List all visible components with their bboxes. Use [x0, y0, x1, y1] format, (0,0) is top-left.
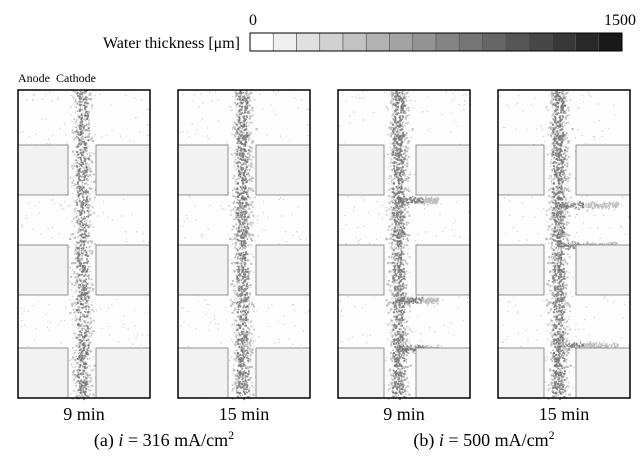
colorbar-cell [528, 32, 553, 52]
rib [177, 144, 229, 196]
panel-frame [17, 89, 151, 399]
colorbar-cell [551, 32, 576, 52]
colorbar-cell [412, 32, 437, 52]
time-label: 9 min [63, 404, 105, 424]
rib [177, 244, 229, 296]
electrode-label: Anode [18, 71, 50, 85]
radiograph [337, 89, 471, 401]
time-label: 9 min [383, 404, 425, 424]
caption-sup: 2 [549, 428, 555, 442]
rib [255, 347, 311, 399]
colorbar-cell [435, 32, 460, 52]
caption-variable: i [118, 430, 123, 450]
rib [337, 144, 385, 196]
colorbar-cell [505, 32, 530, 52]
caption: (a) i = 316 mA/cm2 [94, 428, 234, 451]
rib [575, 144, 631, 196]
colorbar-cell [482, 32, 507, 52]
rib [95, 244, 151, 296]
colorbar-min: 0 [249, 12, 257, 29]
rib [415, 244, 471, 296]
water-noise [338, 90, 470, 400]
rib [337, 244, 385, 296]
rib [415, 144, 471, 196]
colorbar-cell [272, 32, 297, 52]
water-noise-dense [392, 90, 424, 401]
colorbar-label: Water thickness [μm] [103, 35, 240, 52]
rib [575, 347, 631, 399]
rib [497, 144, 545, 196]
caption-value: = 316 mA/cm [128, 430, 228, 450]
water-noise-dense [236, 90, 250, 401]
radiograph [17, 89, 151, 401]
colorbar-cell [342, 32, 367, 52]
electrode-label: Cathode [56, 71, 96, 85]
caption-value: = 500 mA/cm [448, 430, 548, 450]
caption-prefix: (b) [413, 430, 434, 451]
rib [415, 347, 471, 399]
water-noise [178, 90, 311, 400]
caption-variable: i [439, 430, 444, 450]
caption-sup: 2 [228, 428, 234, 442]
colorbar-cell [319, 32, 344, 52]
rib [17, 144, 69, 196]
rib [95, 144, 151, 196]
colorbar-cell [389, 32, 414, 52]
rib [497, 244, 545, 296]
colorbar-cell [365, 32, 390, 52]
panel-frame [497, 89, 631, 399]
colorbar-cell [575, 32, 600, 52]
water-noise-dense [76, 90, 90, 401]
rib [255, 244, 311, 296]
rib [17, 244, 69, 296]
rib [177, 347, 229, 399]
radiograph [497, 89, 631, 401]
rib [497, 347, 545, 399]
rib [17, 347, 69, 399]
colorbar-max: 1500 [604, 12, 636, 29]
time-label: 15 min [219, 404, 270, 424]
rib [575, 244, 631, 296]
water-noise-dense [552, 90, 585, 401]
rib [255, 144, 311, 196]
panel-frame [177, 89, 311, 399]
colorbar-cell [458, 32, 483, 52]
time-label: 15 min [539, 404, 590, 424]
panel-frame [337, 89, 471, 399]
colorbar-cell [249, 32, 274, 52]
rib [95, 347, 151, 399]
colorbar [249, 32, 623, 52]
panels [17, 89, 631, 401]
colorbar-frame [249, 32, 623, 52]
radiograph [177, 89, 311, 401]
colorbar-cell [598, 32, 623, 52]
caption: (b) i = 500 mA/cm2 [413, 428, 554, 451]
colorbar-cell [296, 32, 321, 52]
caption-prefix: (a) [94, 430, 114, 451]
rib [337, 347, 385, 399]
